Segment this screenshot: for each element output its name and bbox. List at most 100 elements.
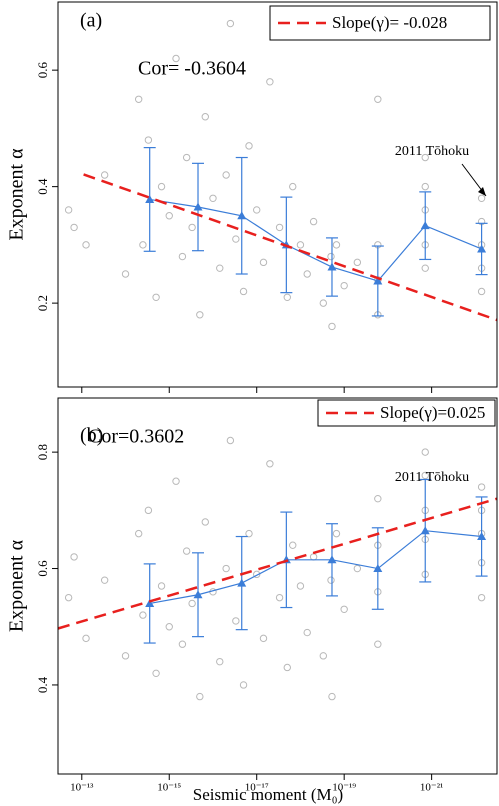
scatter-point (259, 634, 268, 643)
plot-area (58, 436, 497, 701)
scatter-point (332, 529, 341, 538)
scatter-point (188, 223, 196, 232)
scatter-point (70, 223, 78, 232)
y-tick-label: 0.2 (35, 295, 50, 311)
panel-label: (b) (80, 425, 103, 447)
scatter-point (209, 194, 217, 202)
scatter-point (303, 270, 311, 278)
scatter-point (139, 611, 147, 619)
scatter-point (319, 652, 328, 660)
legend-label: Slope(γ)= -0.028 (332, 13, 447, 32)
scatter-point (201, 113, 209, 121)
scatter-point (275, 593, 284, 602)
scatter-point (100, 576, 109, 584)
correlation-label: Cor= -0.3604 (138, 58, 246, 80)
scatter-point (245, 529, 253, 538)
mean-marker (237, 211, 247, 220)
mean-marker (420, 221, 430, 230)
scatter-point (139, 241, 147, 249)
plot-area (64, 19, 497, 331)
scatter-point (266, 460, 274, 468)
scatter-point (421, 264, 429, 272)
x-tick-label: 10⁻¹³ (70, 782, 94, 794)
scatter-point (296, 241, 305, 249)
scatter-point (283, 293, 291, 302)
arrow-head (478, 187, 486, 196)
panel: 0.4 0.6 0.8 10⁻¹³ 10⁻¹⁵ 10⁻¹⁷ 10⁻¹⁹ 10⁻²¹ Slope(… (6, 397, 498, 794)
scatter-point (421, 471, 429, 480)
mean-marker (193, 202, 203, 211)
scatter-point (374, 494, 382, 503)
mean-marker (373, 564, 383, 573)
y-axis-label: Exponent α (6, 539, 28, 632)
scatter-point (226, 436, 235, 445)
scatter-point (165, 623, 173, 631)
scatter-point (216, 657, 224, 666)
x-tick-label: 10⁻¹⁵ (157, 782, 181, 794)
scatter-point (327, 252, 335, 261)
x-tick-label: 10⁻²¹ (420, 782, 443, 794)
annotation: 2011 Tōhoku (395, 144, 469, 159)
mean-marker (327, 262, 337, 271)
scatter-point (289, 541, 297, 549)
mean-line (149, 530, 482, 605)
scatter-point (421, 448, 429, 456)
scatter-point (201, 518, 209, 526)
y-axis-label: Exponent α (6, 148, 28, 241)
scatter-point (172, 477, 180, 485)
panel: 0.2 0.4 0.6 Slope(γ)= -0.028 (a) Cor= -0.3604… (6, 1, 498, 393)
scatter-point (259, 258, 268, 267)
mean-marker (145, 194, 155, 203)
scatter-point (226, 19, 235, 28)
annotation: 2011 Tōhoku (395, 470, 469, 485)
scatter-point (245, 142, 253, 150)
mean-marker (145, 598, 155, 607)
scatter-point (232, 617, 240, 625)
scatter-point (374, 640, 382, 648)
scatter-point (134, 95, 143, 103)
scatter-point (121, 652, 130, 660)
scatter-point (172, 54, 180, 63)
scatter-point (253, 570, 261, 579)
y-tick-label: 0.6 (35, 62, 50, 79)
scatter-point (328, 692, 336, 701)
y-tick-label: 0.8 (35, 444, 50, 460)
legend-box (317, 399, 496, 427)
scatter-point (157, 582, 166, 590)
scatter-point (340, 605, 348, 613)
mean-marker (373, 276, 383, 285)
scatter-point (188, 599, 196, 608)
scatter-point (477, 483, 486, 491)
scatter-point (421, 153, 429, 162)
scatter-point (327, 576, 335, 584)
scatter-point (374, 95, 382, 103)
mean-marker (237, 578, 247, 587)
scatter-point (421, 182, 429, 191)
scatter-point (353, 258, 362, 267)
scatter-point (332, 241, 341, 249)
scatter-point (152, 669, 160, 678)
scatter-point (253, 206, 261, 214)
scatter-point (289, 182, 297, 191)
scatter-point (275, 223, 284, 232)
scatter-point (82, 634, 90, 643)
mean-marker (477, 244, 487, 253)
scatter-point (222, 564, 230, 573)
scatter-point (178, 252, 187, 261)
scatter-point (477, 287, 486, 296)
panel-label: (a) (80, 10, 102, 32)
scatter-point (182, 547, 191, 555)
y-tick-label: 0.4 (35, 676, 50, 693)
scatter-point (328, 322, 336, 331)
legend-label: Slope(γ)=0.025 (380, 403, 485, 422)
scatter-point (296, 582, 305, 590)
scatter-point (232, 235, 240, 243)
scatter-point (64, 206, 73, 214)
scatter-point (144, 506, 153, 515)
x-axis-label: Seismic moment (M₀) (193, 785, 343, 804)
scatter-point (82, 241, 90, 249)
mean-marker (477, 532, 487, 541)
scatter-point (283, 663, 291, 672)
plot-frame (57, 397, 498, 775)
